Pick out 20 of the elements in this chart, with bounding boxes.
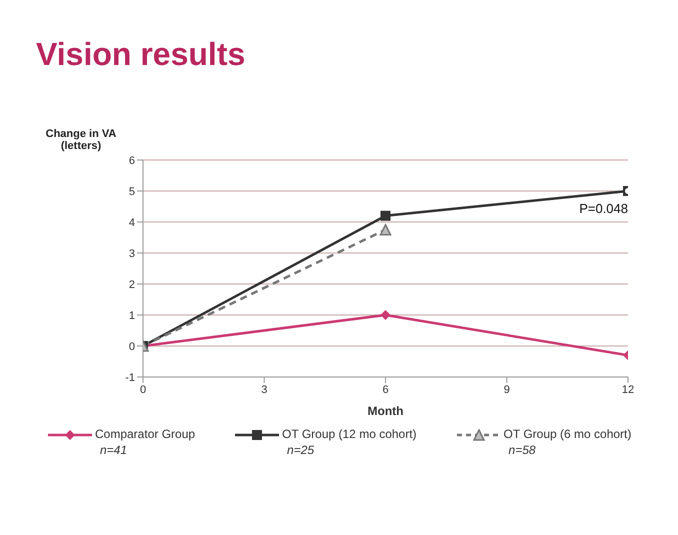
x-tick-label: 6 [382, 384, 389, 396]
y-tick-label: 2 [128, 278, 135, 291]
x-axis-title: Month [368, 404, 404, 418]
y-tick-label: 0 [128, 340, 135, 353]
legend-label: OT Group (6 mo cohort) n=58 [502, 427, 632, 457]
legend-label: OT Group (12 mo cohort) n=25 [281, 427, 417, 457]
x-tick-label: 9 [504, 384, 510, 396]
chart-title: Vision results [35, 35, 246, 74]
legend-label: Comparator Group n=41 [94, 427, 196, 457]
y-tick-label: -1 [125, 372, 135, 384]
y-tick-label: 4 [128, 216, 135, 229]
y-tick-label: 5 [128, 186, 135, 198]
y-axis-title: Change in VA (letters) [44, 128, 118, 152]
x-tick-label: 12 [622, 384, 634, 396]
y-tick-label: 1 [128, 310, 135, 322]
annotation: P=0.048 [579, 201, 628, 216]
x-tick-label: 0 [140, 384, 146, 396]
x-tick-label: 3 [261, 384, 268, 396]
y-tick-label: 6 [128, 154, 135, 167]
y-tick-label: 3 [128, 248, 135, 260]
